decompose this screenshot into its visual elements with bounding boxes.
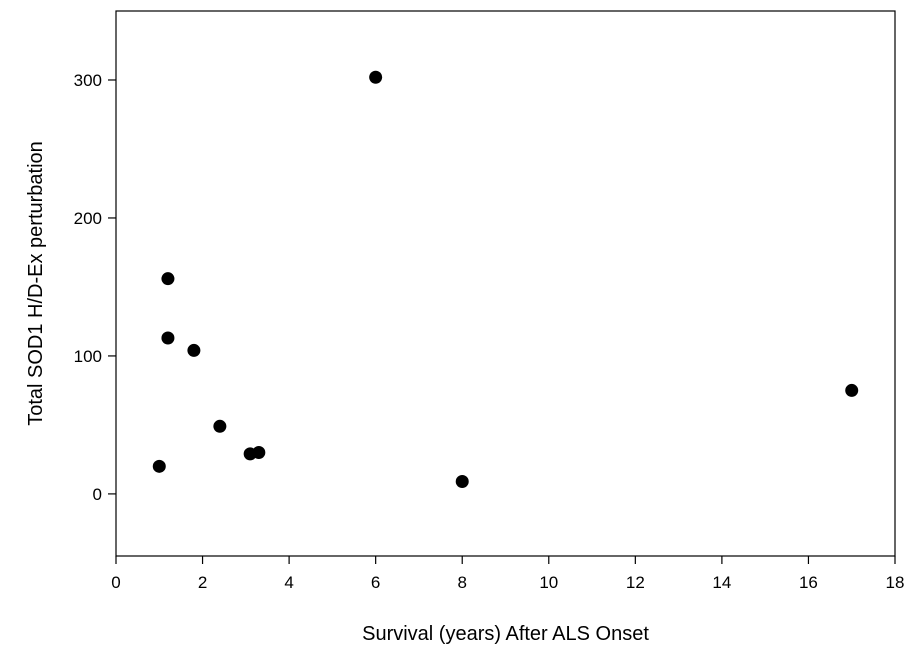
plot-frame	[116, 11, 895, 556]
data-point	[369, 71, 382, 84]
x-tick-label: 12	[626, 573, 645, 592]
data-point	[252, 446, 265, 459]
x-tick-label: 2	[198, 573, 207, 592]
x-tick-label: 0	[111, 573, 120, 592]
y-tick-label: 300	[74, 71, 102, 90]
data-point	[213, 420, 226, 433]
data-point	[153, 460, 166, 473]
x-axis-title: Survival (years) After ALS Onset	[362, 623, 649, 645]
data-point	[845, 384, 858, 397]
x-tick-label: 8	[457, 573, 466, 592]
y-axis: 0 100 200 300	[74, 71, 116, 504]
data-point	[161, 272, 174, 285]
x-tick-label: 14	[712, 573, 731, 592]
data-point	[187, 344, 200, 357]
y-tick-label: 100	[74, 347, 102, 366]
data-points	[153, 71, 858, 488]
data-point	[456, 475, 469, 488]
x-tick-label: 6	[371, 573, 380, 592]
x-tick-label: 10	[539, 573, 558, 592]
y-axis-title: Total SOD1 H/D-Ex perturbation	[25, 141, 47, 426]
x-axis: 0 2 4 6 8 10 12 14 16 18	[111, 556, 904, 592]
y-tick-label: 0	[93, 485, 102, 504]
x-tick-label: 16	[799, 573, 818, 592]
y-tick-label: 200	[74, 209, 102, 228]
x-tick-label: 18	[886, 573, 905, 592]
x-tick-label: 4	[284, 573, 293, 592]
data-point	[161, 332, 174, 345]
